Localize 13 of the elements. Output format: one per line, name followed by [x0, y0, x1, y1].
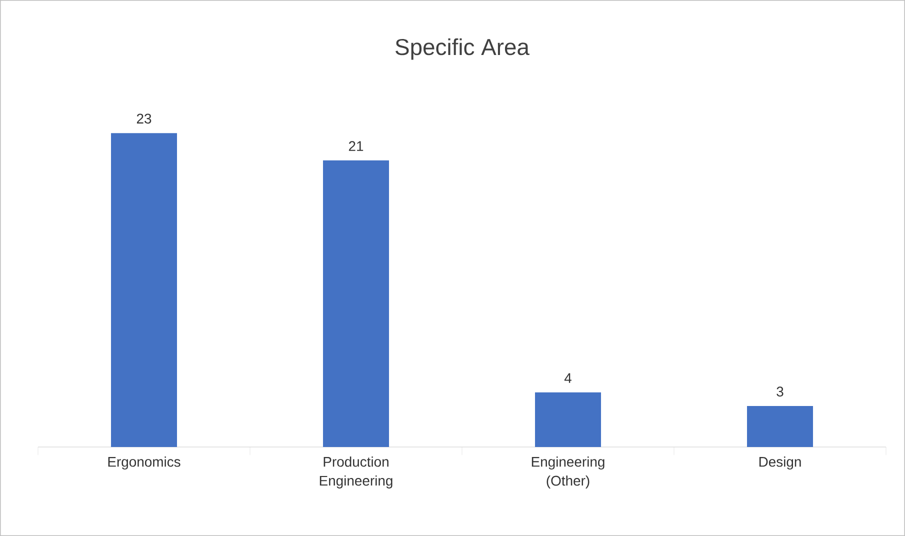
data-label: 3 [776, 386, 784, 397]
bar [323, 160, 390, 447]
bar [747, 406, 814, 447]
data-label: 23 [136, 114, 152, 124]
x-tick-label: Ergonomics [108, 456, 180, 470]
data-label: 4 [564, 373, 572, 383]
chart-title: Specific Area [396, 38, 530, 60]
bar [111, 133, 177, 447]
bar [535, 392, 602, 447]
x-tick-label: Engineering (Other) [532, 456, 604, 488]
x-tick-label: Production Engineering [320, 456, 392, 488]
x-tick-label: Design [759, 456, 801, 470]
data-label: 21 [348, 141, 364, 151]
